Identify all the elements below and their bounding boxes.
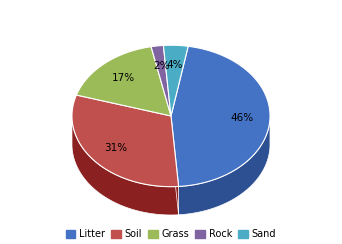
Polygon shape bbox=[171, 116, 179, 215]
Text: 2%: 2% bbox=[153, 61, 169, 71]
Polygon shape bbox=[72, 117, 179, 215]
Polygon shape bbox=[151, 45, 171, 116]
Polygon shape bbox=[76, 47, 171, 116]
Polygon shape bbox=[171, 116, 179, 215]
Polygon shape bbox=[163, 45, 188, 116]
Text: 17%: 17% bbox=[111, 73, 135, 83]
Text: 4%: 4% bbox=[166, 60, 183, 70]
Polygon shape bbox=[179, 118, 270, 215]
Text: 31%: 31% bbox=[104, 143, 127, 153]
Polygon shape bbox=[171, 46, 270, 186]
Legend: Litter, Soil, Grass, Rock, Sand: Litter, Soil, Grass, Rock, Sand bbox=[62, 225, 280, 243]
Polygon shape bbox=[72, 95, 179, 187]
Text: 46%: 46% bbox=[231, 113, 254, 123]
